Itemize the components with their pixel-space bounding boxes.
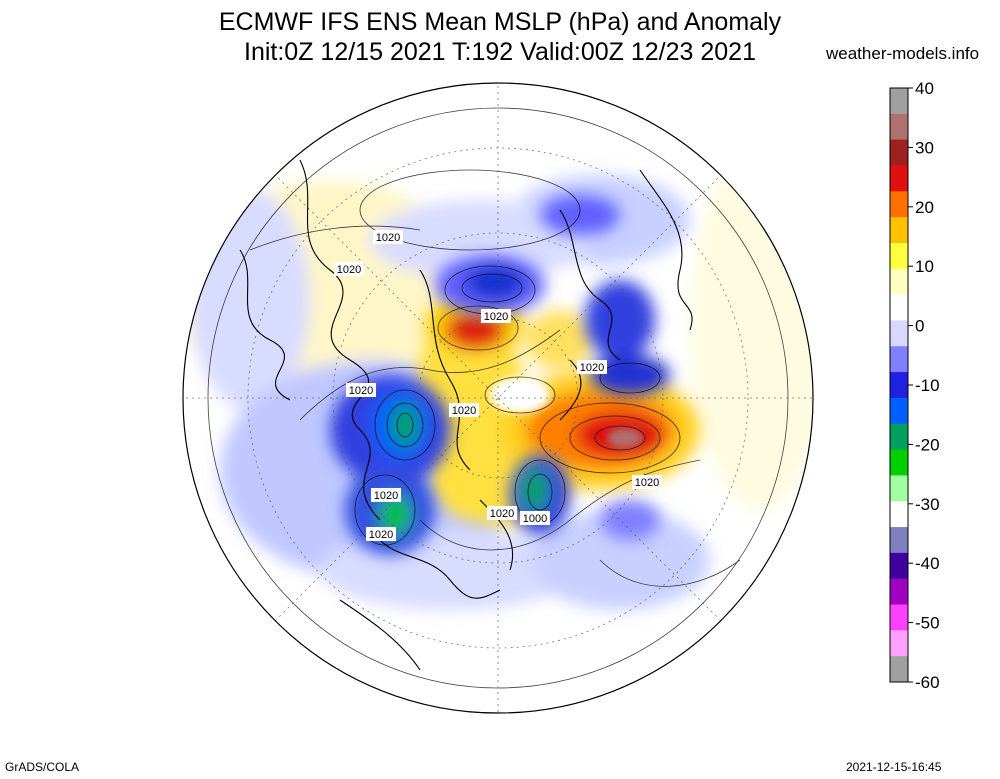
svg-text:1020: 1020 bbox=[490, 508, 514, 520]
svg-text:1000: 1000 bbox=[523, 513, 547, 525]
colorbar-swatch bbox=[890, 320, 908, 347]
svg-text:1020: 1020 bbox=[374, 490, 398, 502]
colorbar-tick-label: -40 bbox=[915, 554, 940, 573]
contour-label: 1020 bbox=[487, 506, 517, 520]
svg-text:1020: 1020 bbox=[580, 362, 604, 374]
colorbar-swatch bbox=[890, 346, 908, 373]
colorbar-tick-label: 20 bbox=[915, 198, 934, 217]
colorbar-swatch bbox=[890, 578, 908, 606]
colorbar-swatch bbox=[890, 397, 908, 425]
contour-label: 1020 bbox=[632, 475, 662, 489]
contour-label: 1000 bbox=[520, 511, 550, 525]
colorbar-swatch bbox=[890, 139, 908, 166]
colorbar-swatch bbox=[890, 604, 908, 631]
svg-text:1020: 1020 bbox=[484, 311, 508, 323]
svg-text:1020: 1020 bbox=[337, 264, 361, 276]
contour-label: 1020 bbox=[346, 383, 376, 397]
colorbar-swatch bbox=[890, 501, 908, 528]
colorbar-tick-label: 30 bbox=[915, 138, 934, 157]
colorbar-swatch bbox=[890, 294, 908, 321]
contour-labels: 1020 1020 1020 1020 1020 1020 1020 1020 … bbox=[334, 230, 662, 541]
contour-label: 1020 bbox=[371, 488, 401, 502]
colorbar-tick-label: 10 bbox=[915, 257, 934, 276]
site-credit: weather-models.info bbox=[826, 44, 980, 63]
contour-label: 1020 bbox=[366, 527, 396, 541]
svg-text:1020: 1020 bbox=[349, 385, 373, 397]
colorbar-swatch bbox=[890, 630, 908, 657]
colorbar-swatch bbox=[890, 268, 908, 296]
svg-text:1020: 1020 bbox=[369, 529, 393, 541]
colorbar-swatch bbox=[890, 113, 908, 141]
software-credit: GrADS/COLA bbox=[5, 760, 80, 774]
svg-text:1020: 1020 bbox=[635, 477, 659, 489]
map-title-line2: Init:0Z 12/15 2021 T:192 Valid:00Z 12/23… bbox=[244, 38, 756, 66]
colorbar-ticks: 40 30 20 10 0 -10 -20 -30 -40 -50 -60 bbox=[908, 79, 940, 692]
colorbar-swatch bbox=[890, 191, 908, 218]
colorbar-swatch bbox=[890, 88, 908, 115]
colorbar-swatch bbox=[890, 217, 908, 244]
contour-label: 1020 bbox=[449, 403, 479, 417]
contour-label: 1020 bbox=[481, 309, 511, 323]
map-title-line1: ECMWF IFS ENS Mean MSLP (hPa) and Anomal… bbox=[218, 8, 782, 36]
colorbar-swatch bbox=[890, 165, 908, 192]
timestamp: 2021-12-15-16:45 bbox=[846, 760, 942, 774]
svg-text:1020: 1020 bbox=[376, 232, 400, 244]
globe-outline bbox=[182, 82, 814, 714]
colorbar-segments bbox=[889, 87, 909, 683]
colorbar-tick-label: -30 bbox=[915, 495, 940, 514]
colorbar-tick-label: 40 bbox=[915, 79, 934, 98]
colorbar-swatch bbox=[890, 372, 908, 399]
colorbar-swatch bbox=[890, 242, 908, 270]
colorbar-tick-label: -50 bbox=[915, 614, 940, 633]
anomaly-field bbox=[183, 83, 813, 713]
colorbar-tick-label: -60 bbox=[915, 673, 940, 692]
colorbar-swatch bbox=[890, 552, 908, 580]
colorbar-swatch bbox=[890, 449, 908, 476]
colorbar-swatch bbox=[890, 527, 908, 554]
colorbar-swatch bbox=[890, 423, 908, 451]
colorbar-swatch bbox=[890, 475, 908, 502]
colorbar-tick-label: -10 bbox=[915, 376, 940, 395]
colorbar-swatch bbox=[890, 656, 908, 683]
colorbar-tick-label: -20 bbox=[915, 435, 940, 454]
svg-text:1020: 1020 bbox=[452, 405, 476, 417]
contour-label: 1020 bbox=[334, 262, 364, 276]
colorbar-tick-label: 0 bbox=[915, 317, 924, 336]
contour-label: 1020 bbox=[373, 230, 403, 244]
contour-label: 1020 bbox=[577, 360, 607, 374]
